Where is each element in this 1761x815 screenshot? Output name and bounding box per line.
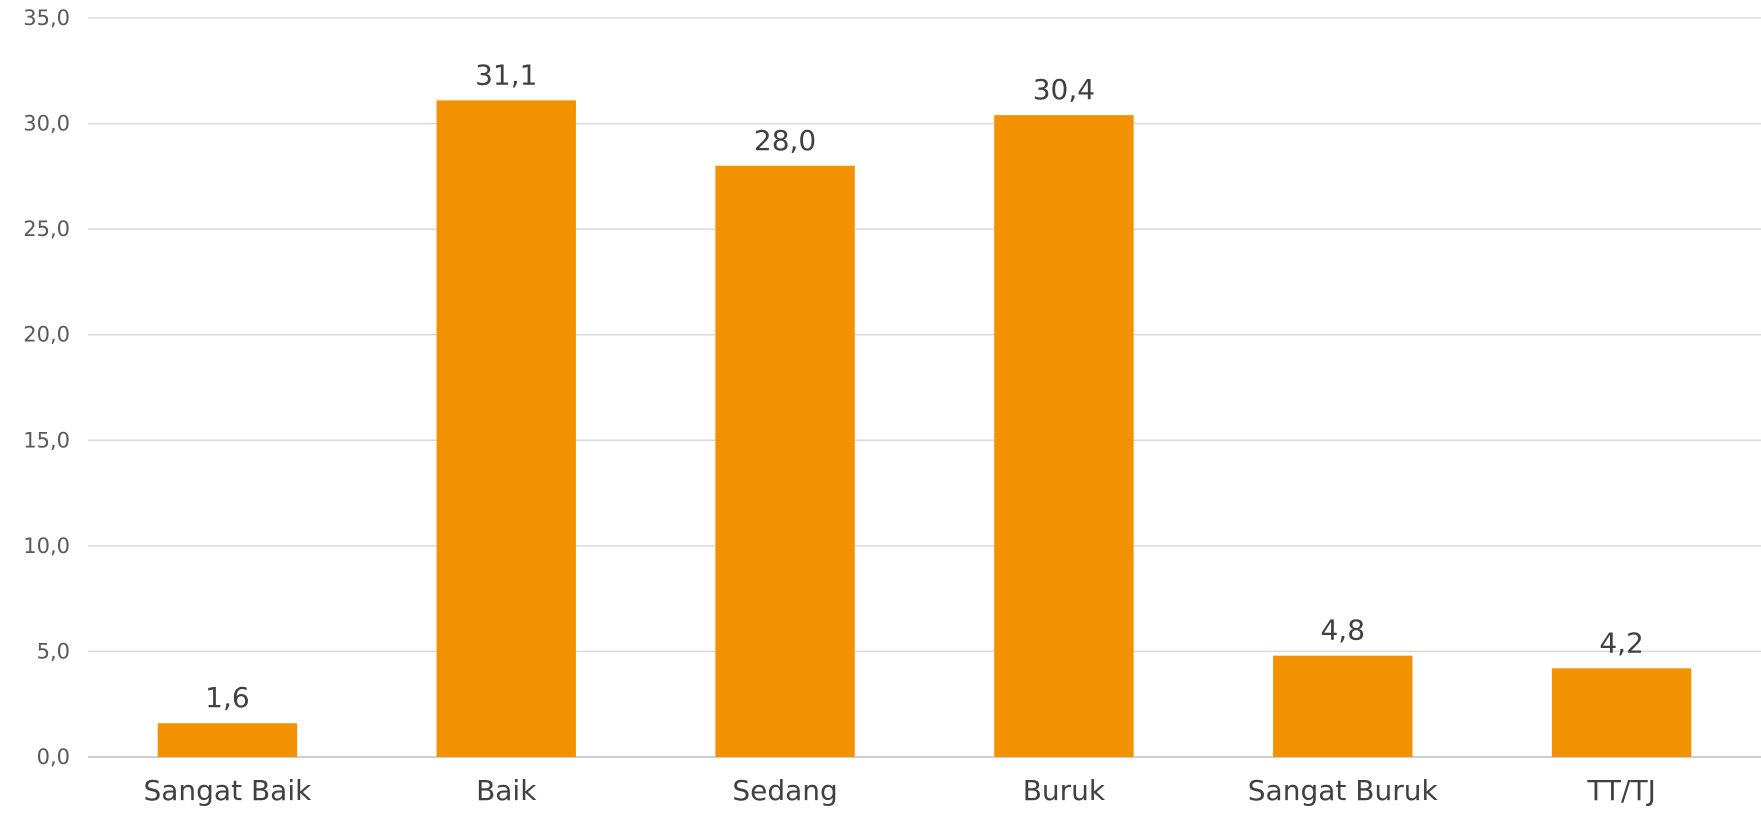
- y-tick-label: 10,0: [23, 534, 70, 558]
- bars: [157, 100, 1692, 758]
- category-label: Sedang: [732, 774, 837, 807]
- data-label: 1,6: [205, 681, 250, 714]
- data-label: 31,1: [475, 58, 537, 91]
- category-label: Sangat Baik: [143, 774, 312, 807]
- bar: [1551, 668, 1692, 757]
- y-tick-label: 15,0: [23, 428, 70, 452]
- y-tick-label: 35,0: [23, 6, 70, 30]
- y-tick-label: 25,0: [23, 217, 70, 241]
- y-tick-label: 5,0: [37, 639, 70, 663]
- bar: [715, 165, 855, 758]
- data-label: 28,0: [754, 124, 816, 157]
- y-tick-label: 0,0: [37, 745, 70, 769]
- y-tick-label: 30,0: [23, 112, 70, 136]
- x-axis-category-labels: Sangat Baik Baik Sedang Buruk Sangat Buruk TT…: [143, 774, 1655, 807]
- y-tick-label: 20,0: [23, 323, 70, 347]
- data-label: 4,8: [1320, 614, 1365, 647]
- data-labels: 1,6 31,1 28,0 30,4 4,8 4,2: [205, 58, 1644, 714]
- gridlines: [88, 17, 1761, 758]
- bar: [436, 100, 576, 758]
- bar: [994, 115, 1134, 757]
- category-label: Buruk: [1023, 774, 1106, 807]
- category-label: Baik: [476, 774, 537, 807]
- category-label: TT/TJ: [1586, 774, 1656, 807]
- bar: [157, 723, 298, 757]
- data-label: 30,4: [1033, 73, 1095, 106]
- data-label: 4,2: [1599, 626, 1644, 659]
- category-label: Sangat Buruk: [1248, 774, 1439, 807]
- y-axis-tick-labels: 0,0 5,0 10,0 15,0 20,0 25,0 30,0 35,0: [23, 6, 70, 769]
- bar: [1273, 655, 1413, 757]
